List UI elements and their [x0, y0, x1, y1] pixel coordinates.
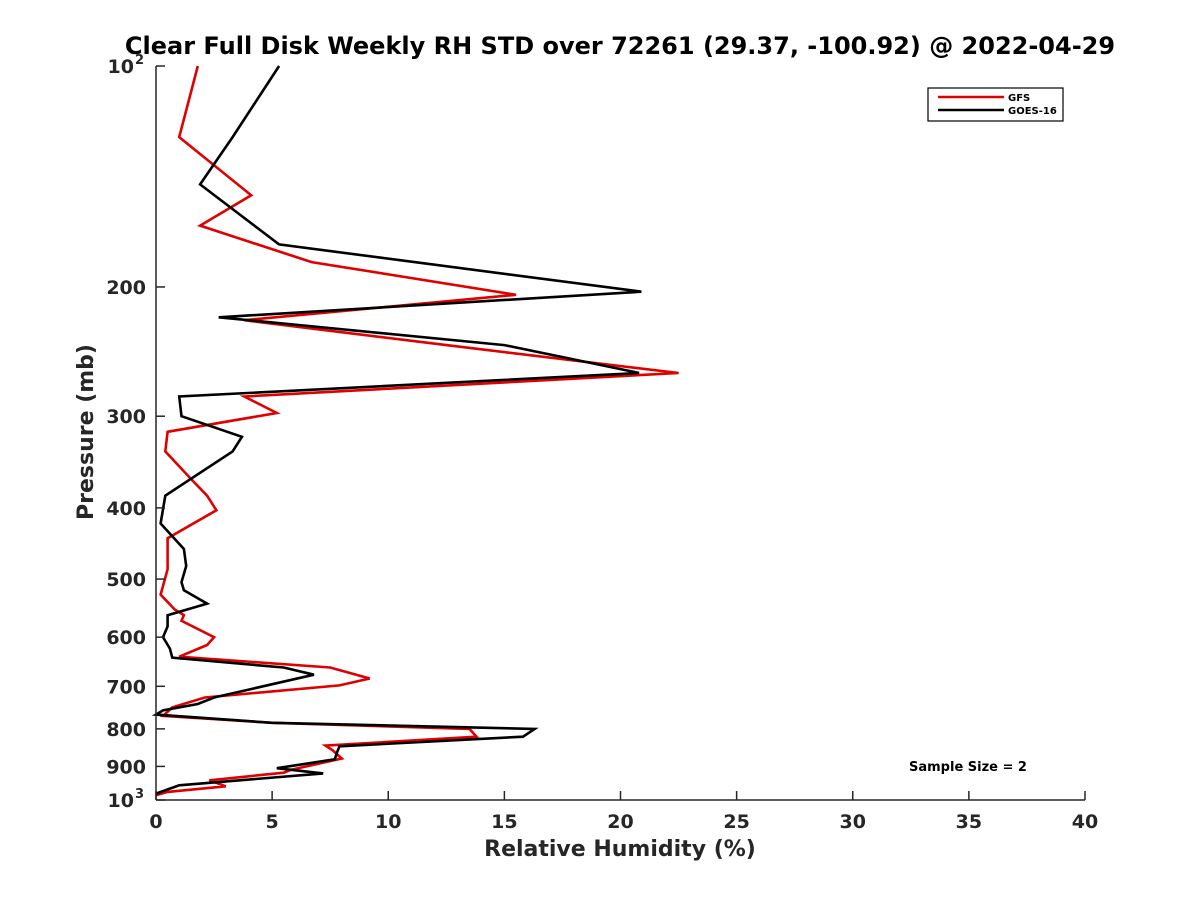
x-axis-label: Relative Humidity (%)	[484, 837, 756, 862]
x-tick-label: 25	[723, 811, 749, 833]
y-tick-label: 300	[106, 406, 146, 428]
y-tick-label: 10	[108, 790, 134, 812]
y-tick-label: 900	[106, 756, 146, 778]
legend-label: GOES-16	[1008, 106, 1057, 117]
series-layer	[151, 65, 679, 797]
x-tick-label: 10	[375, 811, 401, 833]
x-tick-label: 0	[149, 811, 162, 833]
series-line-gfs	[155, 65, 679, 797]
x-tick-label: 15	[491, 811, 517, 833]
y-tick-label: 200	[106, 277, 146, 299]
x-tick-label: 5	[266, 811, 279, 833]
sample-size-annotation: Sample Size = 2	[909, 760, 1027, 775]
y-tick-label: 500	[106, 569, 146, 591]
y-tick-label: 800	[106, 719, 146, 741]
y-tick-label: 400	[106, 498, 146, 520]
x-tick-label: 40	[1072, 811, 1098, 833]
y-tick-label: 10	[108, 56, 134, 78]
chart-title: Clear Full Disk Weekly RH STD over 72261…	[125, 32, 1115, 60]
series-line-goes-16	[151, 65, 642, 795]
y-axis-label: Pressure (mb)	[74, 344, 99, 520]
legend: GFS GOES-16	[927, 87, 1064, 122]
y-tick-exponent: 3	[135, 787, 144, 802]
x-tick-label: 30	[840, 811, 866, 833]
y-tick-exponent: 2	[135, 53, 144, 68]
x-tick-label: 20	[607, 811, 633, 833]
y-tick-label: 600	[106, 627, 146, 649]
legend-box	[927, 87, 1064, 122]
x-tick-label: 35	[956, 811, 982, 833]
legend-label: GFS	[1008, 93, 1030, 104]
y-tick-label: 700	[106, 676, 146, 698]
